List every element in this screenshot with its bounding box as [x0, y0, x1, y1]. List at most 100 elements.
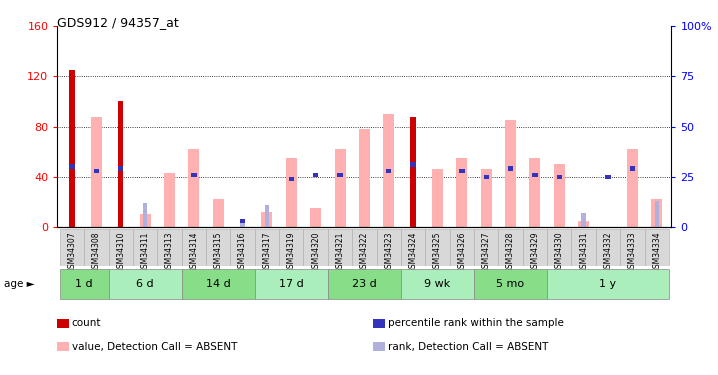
Bar [94, 168, 99, 173]
Bar [157, 229, 182, 266]
Text: GSM34317: GSM34317 [263, 232, 271, 273]
Bar [411, 162, 416, 167]
Bar [265, 205, 269, 227]
Bar [337, 172, 342, 177]
Bar [188, 149, 200, 227]
Bar [255, 269, 328, 299]
Bar [425, 229, 449, 266]
Bar [411, 117, 416, 227]
Bar [304, 229, 328, 266]
Bar [556, 174, 562, 179]
Bar [655, 201, 659, 227]
Text: count: count [72, 318, 101, 328]
Bar [133, 229, 157, 266]
Text: GSM34307: GSM34307 [67, 232, 77, 273]
Text: 1 d: 1 d [75, 279, 93, 289]
Text: 9 wk: 9 wk [424, 279, 451, 289]
Bar [335, 149, 345, 227]
Text: GSM34333: GSM34333 [628, 232, 637, 273]
Bar [474, 229, 498, 266]
Text: GSM34334: GSM34334 [652, 232, 661, 273]
Bar [508, 166, 513, 171]
Text: GSM34326: GSM34326 [457, 232, 466, 273]
Bar [449, 229, 474, 266]
Bar [230, 229, 255, 266]
Bar [286, 158, 297, 227]
Bar [432, 169, 443, 227]
Text: GSM34319: GSM34319 [286, 232, 296, 273]
Text: percentile rank within the sample: percentile rank within the sample [388, 318, 564, 328]
Text: GSM34321: GSM34321 [335, 232, 345, 273]
Bar [328, 269, 401, 299]
Bar [108, 229, 133, 266]
Bar [547, 269, 669, 299]
Text: rank, Detection Call = ABSENT: rank, Detection Call = ABSENT [388, 342, 548, 352]
Text: GSM34325: GSM34325 [433, 232, 442, 273]
Text: GSM34324: GSM34324 [409, 232, 418, 273]
Bar [70, 70, 75, 227]
Bar [84, 229, 108, 266]
Bar [182, 269, 255, 299]
Bar [91, 117, 102, 227]
Bar [359, 129, 370, 227]
Bar [353, 229, 376, 266]
Bar [481, 169, 492, 227]
Bar [206, 229, 230, 266]
Bar [241, 223, 245, 227]
Text: GDS912 / 94357_at: GDS912 / 94357_at [57, 16, 180, 29]
Text: GSM34315: GSM34315 [214, 232, 223, 273]
Bar [108, 269, 182, 299]
Bar [313, 172, 318, 177]
Text: GSM34313: GSM34313 [165, 232, 174, 273]
Bar [310, 208, 321, 227]
Bar [118, 166, 123, 171]
Text: GSM34320: GSM34320 [311, 232, 320, 273]
Bar [383, 114, 394, 227]
Bar [289, 177, 294, 181]
Bar [457, 158, 467, 227]
Bar [459, 168, 465, 173]
Text: GSM34314: GSM34314 [190, 232, 198, 273]
Bar [213, 199, 224, 227]
Bar [118, 102, 123, 227]
Bar [255, 229, 279, 266]
Bar [279, 229, 304, 266]
Text: GSM34323: GSM34323 [384, 232, 393, 273]
Bar [547, 229, 572, 266]
Text: 5 mo: 5 mo [496, 279, 525, 289]
Bar [645, 229, 669, 266]
Text: GSM34322: GSM34322 [360, 232, 369, 273]
Bar [572, 229, 596, 266]
Bar [554, 164, 565, 227]
Text: GSM34311: GSM34311 [141, 232, 149, 273]
Text: GSM34327: GSM34327 [482, 232, 490, 273]
Bar [401, 229, 425, 266]
Bar [596, 229, 620, 266]
Bar [191, 172, 197, 177]
Bar [60, 229, 84, 266]
Bar [60, 269, 108, 299]
Bar [164, 173, 175, 227]
Text: GSM34331: GSM34331 [579, 232, 588, 273]
Bar [627, 149, 638, 227]
Bar [605, 174, 611, 179]
Bar [651, 199, 662, 227]
Bar [505, 120, 516, 227]
Bar [578, 220, 589, 227]
Bar [70, 165, 75, 169]
Bar [498, 229, 523, 266]
Bar [376, 229, 401, 266]
Bar [328, 229, 353, 266]
Text: 17 d: 17 d [279, 279, 304, 289]
Bar [529, 158, 541, 227]
Text: GSM34332: GSM34332 [604, 232, 612, 273]
Text: 1 y: 1 y [600, 279, 617, 289]
Bar [240, 219, 246, 223]
Text: age ►: age ► [4, 279, 34, 289]
Text: value, Detection Call = ABSENT: value, Detection Call = ABSENT [72, 342, 237, 352]
Text: GSM34329: GSM34329 [531, 232, 539, 273]
Text: GSM34310: GSM34310 [116, 232, 125, 273]
Text: 14 d: 14 d [206, 279, 230, 289]
Text: GSM34330: GSM34330 [555, 232, 564, 273]
Bar [386, 168, 391, 173]
